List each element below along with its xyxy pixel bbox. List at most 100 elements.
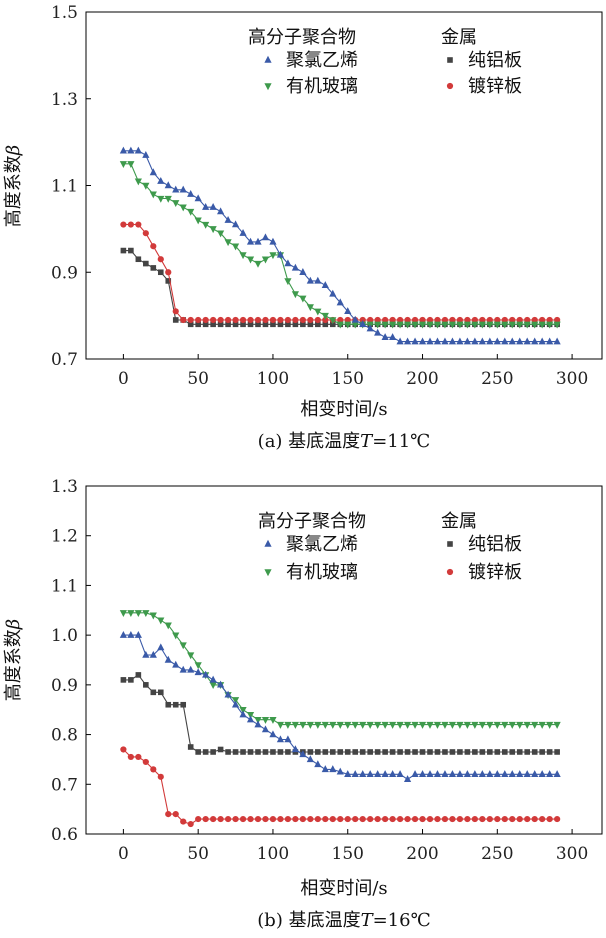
data-point <box>352 815 359 823</box>
data-point <box>538 321 546 329</box>
data-point <box>463 337 471 345</box>
data-point <box>471 815 478 823</box>
data-point <box>314 721 322 729</box>
data-point <box>217 680 225 688</box>
legend-label: 纯铝板 <box>468 534 522 555</box>
data-point <box>374 749 381 755</box>
data-point <box>479 749 486 755</box>
data-point <box>397 749 403 755</box>
series-聚氯乙烯 <box>119 146 561 345</box>
legend-entry: 纯铝板 <box>447 534 522 555</box>
data-point <box>546 815 553 823</box>
series-有机玻璃 <box>119 161 561 329</box>
data-point <box>509 316 516 324</box>
data-point <box>486 815 493 823</box>
data-point <box>202 749 209 755</box>
x-tick-label: 0 <box>118 844 129 864</box>
data-point <box>172 185 180 193</box>
series-聚氯乙烯 <box>119 630 561 783</box>
data-point <box>471 721 479 729</box>
data-point <box>471 770 479 778</box>
data-point <box>165 269 172 276</box>
data-point <box>150 243 157 250</box>
data-point <box>142 230 149 237</box>
data-point <box>315 321 321 328</box>
data-point <box>337 749 344 755</box>
data-point <box>187 665 195 673</box>
data-point <box>202 202 210 210</box>
data-point <box>277 321 284 328</box>
data-point <box>231 700 240 708</box>
data-point <box>202 670 210 678</box>
data-point <box>374 328 382 336</box>
data-point <box>479 815 486 823</box>
data-point <box>374 316 381 324</box>
data-point <box>389 333 397 341</box>
data-point <box>418 770 427 778</box>
data-point <box>285 321 291 328</box>
data-point <box>164 181 172 189</box>
data-point <box>554 316 561 324</box>
data-point <box>284 721 292 729</box>
data-point <box>292 321 299 328</box>
data-point <box>157 195 165 203</box>
data-point <box>539 749 545 755</box>
y-tick-label: 1.3 <box>51 477 78 497</box>
data-point <box>194 668 202 676</box>
x-tick-label: 150 <box>332 369 364 389</box>
data-point <box>366 721 374 729</box>
data-point <box>329 321 336 328</box>
data-point <box>336 721 344 729</box>
data-point <box>449 316 456 324</box>
data-point <box>441 321 449 329</box>
legend-marker <box>264 539 272 547</box>
data-point <box>254 260 262 268</box>
data-point <box>276 250 285 258</box>
data-point <box>254 237 262 245</box>
data-point <box>344 749 351 755</box>
data-point <box>277 815 284 823</box>
data-point <box>389 815 396 823</box>
data-point <box>344 321 352 329</box>
y-tick-label: 1.3 <box>51 90 78 110</box>
data-point <box>239 229 247 236</box>
data-point <box>546 770 554 778</box>
data-point <box>270 749 276 755</box>
data-point <box>516 721 524 729</box>
data-point <box>217 321 224 328</box>
data-point <box>531 337 539 345</box>
data-point <box>493 721 501 729</box>
series-镀锌板 <box>120 221 561 324</box>
data-point <box>128 677 134 683</box>
data-point <box>172 701 179 708</box>
y-tick-label: 1.0 <box>51 626 78 646</box>
data-point <box>209 226 217 234</box>
data-point <box>494 815 501 823</box>
data-point <box>322 316 329 324</box>
legend-entry: 镀锌板 <box>446 562 522 583</box>
data-point <box>487 749 493 755</box>
data-point <box>433 721 442 729</box>
series-line <box>123 250 558 325</box>
data-point <box>434 316 441 324</box>
data-point <box>127 630 135 638</box>
y-axis-label-symbol: β <box>3 619 24 630</box>
data-point <box>135 256 142 263</box>
data-point <box>172 308 179 315</box>
data-point <box>479 316 486 324</box>
data-point <box>187 820 194 828</box>
data-point <box>217 746 224 753</box>
data-point <box>531 815 538 823</box>
data-point <box>277 316 284 324</box>
data-point <box>209 682 217 690</box>
data-point <box>300 321 306 328</box>
data-point <box>478 337 486 345</box>
data-point <box>403 321 412 329</box>
data-point <box>516 749 523 755</box>
data-point <box>180 701 187 708</box>
data-point <box>261 725 270 733</box>
data-point <box>337 316 344 324</box>
data-point <box>224 690 232 698</box>
data-point <box>194 662 202 670</box>
